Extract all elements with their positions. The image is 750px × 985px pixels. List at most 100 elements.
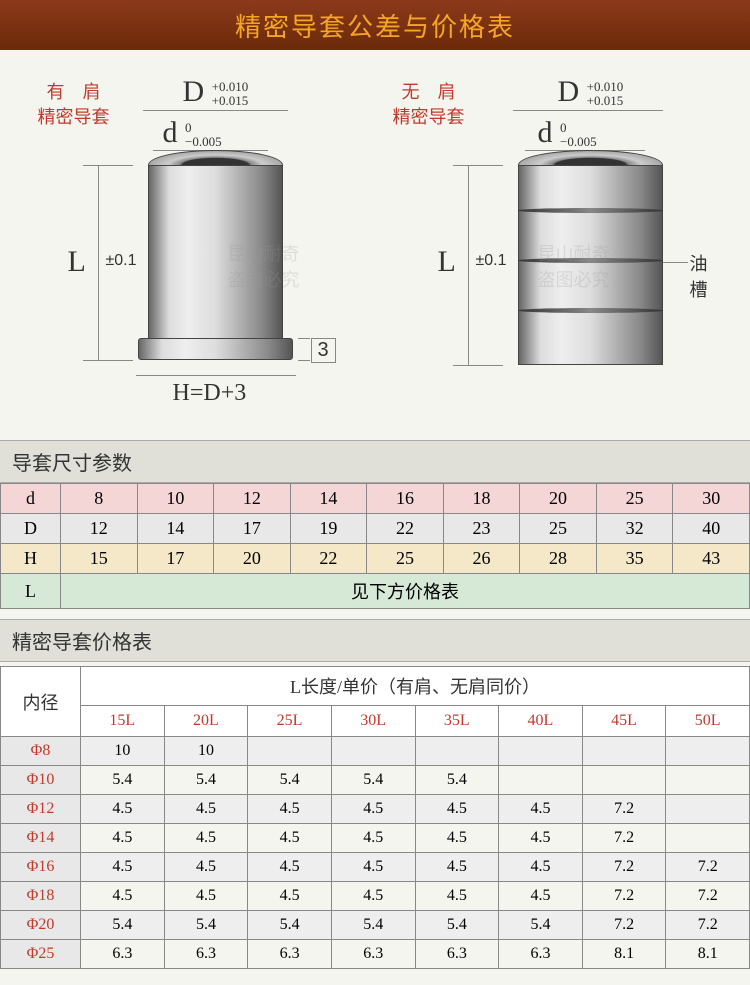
price-cell: 10 — [164, 737, 248, 766]
price-cell: 4.5 — [331, 824, 415, 853]
param-cell: 30 — [673, 484, 750, 514]
price-cell: 5.4 — [499, 911, 583, 940]
price-cell: 4.5 — [81, 882, 165, 911]
price-cell: 6.3 — [499, 940, 583, 969]
price-cell: 8.1 — [582, 940, 666, 969]
price-row: Φ124.54.54.54.54.54.57.2 — [1, 795, 750, 824]
price-cell: 5.4 — [331, 911, 415, 940]
param-cell: 32 — [596, 514, 673, 544]
param-cell: 43 — [673, 544, 750, 574]
groove-label: 油槽 — [690, 250, 723, 302]
dim-D-line — [143, 110, 288, 111]
dim-D-tolerance: +0.010+0.015 — [212, 80, 249, 109]
param-section-title: 导套尺寸参数 — [0, 440, 750, 483]
param-cell: 12 — [61, 514, 138, 544]
param-L-label: L — [1, 574, 61, 609]
param-cell: 25 — [596, 484, 673, 514]
dim-H-label: H=D+3 — [173, 380, 247, 407]
param-cell: 35 — [596, 544, 673, 574]
param-cell: 22 — [290, 544, 367, 574]
price-row: Φ105.45.45.45.45.4 — [1, 766, 750, 795]
price-length-header: 40L — [499, 706, 583, 737]
price-cell: 4.5 — [499, 824, 583, 853]
dim-d-tolerance: 0−0.005 — [185, 121, 222, 150]
dim-L-tolerance-r: ±0.1 — [476, 252, 507, 270]
price-length-header: 15L — [81, 706, 165, 737]
price-cell — [666, 737, 750, 766]
price-row: Φ205.45.45.45.45.45.47.27.2 — [1, 911, 750, 940]
param-cell: 23 — [443, 514, 520, 544]
price-cell: 4.5 — [499, 795, 583, 824]
price-cell — [666, 795, 750, 824]
param-row-L: L见下方价格表 — [1, 574, 750, 609]
price-cell — [582, 766, 666, 795]
diagram-right-title-1: 无 肩 — [402, 82, 456, 102]
price-cell: 7.2 — [666, 911, 750, 940]
price-cell: 6.3 — [248, 940, 332, 969]
param-cell: 15 — [61, 544, 138, 574]
price-cell: 4.5 — [248, 824, 332, 853]
param-cell: 20 — [214, 544, 291, 574]
price-cell: 4.5 — [81, 824, 165, 853]
price-length-header: 45L — [582, 706, 666, 737]
dim-L-line — [98, 165, 99, 360]
diagram-area: 有 肩 精密导套 D +0.010+0.015 d 0−0.005 L ±0.1… — [0, 80, 750, 440]
price-dia-cell: Φ20 — [1, 911, 81, 940]
param-row-label: d — [1, 484, 61, 514]
dim-D-label-r: D +0.010+0.015 — [558, 75, 624, 109]
param-cell: 22 — [367, 514, 444, 544]
dim-shoulder: 3 — [311, 338, 336, 363]
dim-D-label: D +0.010+0.015 — [183, 75, 249, 109]
price-cell — [415, 737, 499, 766]
price-cell: 4.5 — [499, 882, 583, 911]
price-cell: 5.4 — [81, 911, 165, 940]
param-cell: 18 — [443, 484, 520, 514]
price-row: Φ81010 — [1, 737, 750, 766]
dim-L-tolerance: ±0.1 — [106, 252, 137, 270]
price-cell: 8.1 — [666, 940, 750, 969]
price-cell: 5.4 — [164, 911, 248, 940]
param-row-H: H151720222526283543 — [1, 544, 750, 574]
price-cell: 5.4 — [164, 766, 248, 795]
price-dia-cell: Φ25 — [1, 940, 81, 969]
price-cell: 7.2 — [666, 882, 750, 911]
price-cell: 10 — [81, 737, 165, 766]
param-cell: 14 — [290, 484, 367, 514]
page-title: 精密导套公差与价格表 — [235, 7, 515, 44]
param-cell: 17 — [137, 544, 214, 574]
param-cell: 16 — [367, 484, 444, 514]
diagram-shouldered: 有 肩 精密导套 D +0.010+0.015 d 0−0.005 L ±0.1… — [28, 80, 368, 420]
diagram-left-title-1: 有 肩 — [47, 82, 101, 102]
price-cell: 4.5 — [248, 882, 332, 911]
price-dia-cell: Φ10 — [1, 766, 81, 795]
price-row: Φ184.54.54.54.54.54.57.27.2 — [1, 882, 750, 911]
price-row: Φ144.54.54.54.54.54.57.2 — [1, 824, 750, 853]
price-cell: 5.4 — [415, 911, 499, 940]
price-L-header: L长度/单价（有肩、无肩同价） — [81, 667, 750, 706]
price-cell — [582, 737, 666, 766]
price-cell: 7.2 — [582, 824, 666, 853]
param-L-text: 见下方价格表 — [61, 574, 750, 609]
dim-d-label: d 0−0.005 — [163, 116, 222, 150]
param-row-D: D121417192223253240 — [1, 514, 750, 544]
diagram-right-title-2: 精密导套 — [393, 107, 465, 127]
price-cell: 5.4 — [248, 911, 332, 940]
param-cell: 14 — [137, 514, 214, 544]
price-cell: 4.5 — [331, 853, 415, 882]
param-cell: 25 — [520, 514, 597, 544]
price-cell: 4.5 — [81, 853, 165, 882]
price-length-header: 20L — [164, 706, 248, 737]
dim-L-label-r: L — [438, 245, 456, 279]
price-cell: 7.2 — [666, 853, 750, 882]
price-cell: 7.2 — [582, 795, 666, 824]
price-length-header: 25L — [248, 706, 332, 737]
param-cell: 20 — [520, 484, 597, 514]
price-cell — [499, 766, 583, 795]
price-cell: 7.2 — [582, 853, 666, 882]
param-cell: 10 — [137, 484, 214, 514]
price-cell: 4.5 — [164, 824, 248, 853]
price-cell: 4.5 — [164, 795, 248, 824]
param-row-label: H — [1, 544, 61, 574]
price-cell — [331, 737, 415, 766]
price-cell: 4.5 — [415, 882, 499, 911]
